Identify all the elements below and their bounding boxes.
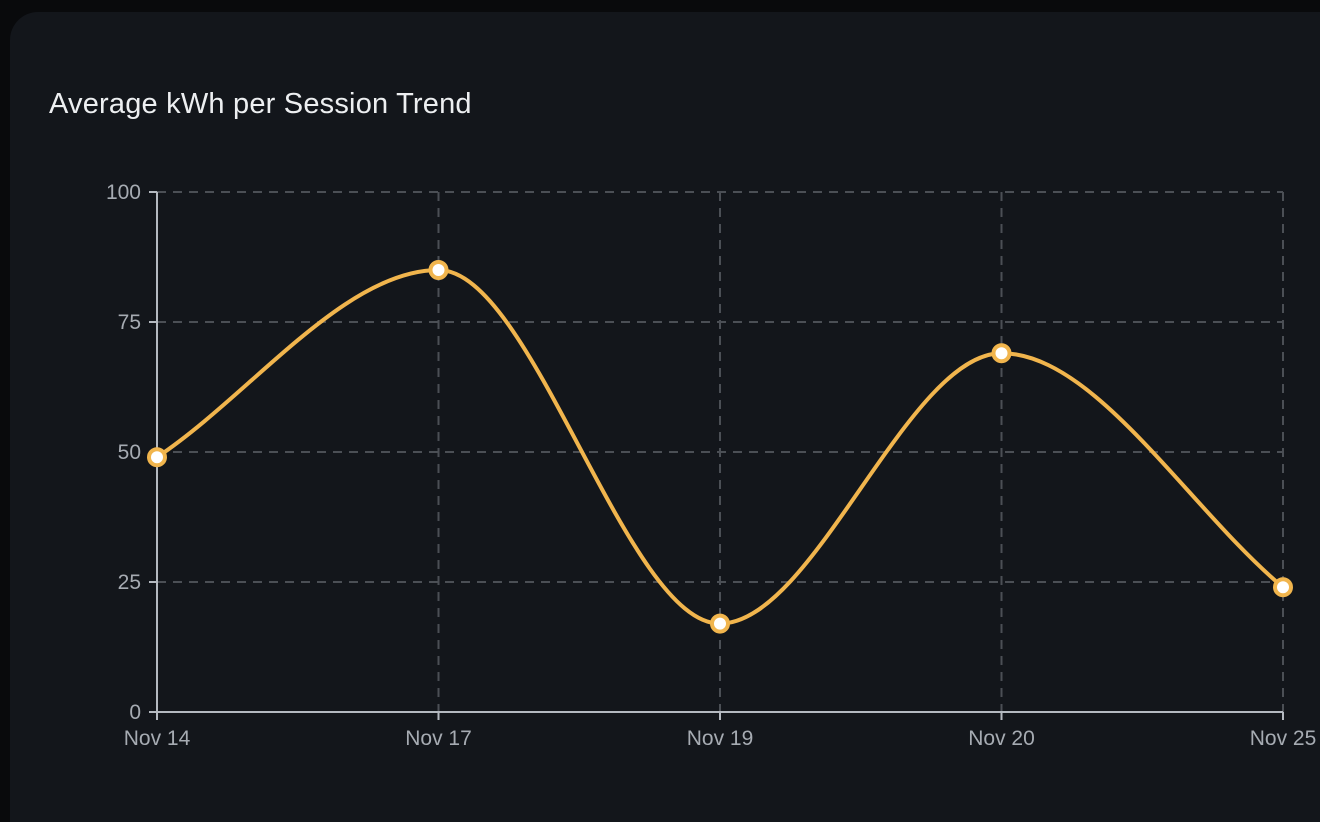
y-axis-tick-label: 75 — [118, 311, 141, 334]
x-axis-tick-label: Nov 17 — [405, 727, 472, 750]
axes-layer — [149, 191, 1284, 720]
data-point-marker[interactable] — [147, 447, 167, 468]
y-axis-tick-label: 50 — [118, 441, 141, 464]
y-axis-tick-label: 0 — [129, 701, 141, 724]
data-point-marker[interactable] — [991, 343, 1012, 364]
x-axis-tick-label: Nov 19 — [687, 727, 754, 750]
x-axis-tick-label: Nov 14 — [124, 727, 191, 750]
tick-labels-layer: 0 25 50 75 100 Nov 14 Nov 17 Nov 19 Nov 20 Nov 25 — [106, 181, 1316, 750]
y-axis-tick-label: 25 — [118, 571, 141, 594]
data-point-marker[interactable] — [710, 613, 730, 634]
x-axis-tick-label: Nov 20 — [968, 727, 1035, 750]
grid-layer — [157, 191, 1284, 712]
x-axis-tick-label: Nov 25 — [1250, 727, 1317, 750]
data-point-marker[interactable] — [428, 260, 449, 280]
y-axis-tick-label: 100 — [106, 181, 141, 204]
chart-title: Average kWh per Session Trend — [49, 88, 472, 120]
data-point-marker[interactable] — [1273, 577, 1293, 598]
chart-card: Average kWh per Session Trend — [10, 12, 1320, 822]
series-layer — [147, 260, 1293, 634]
